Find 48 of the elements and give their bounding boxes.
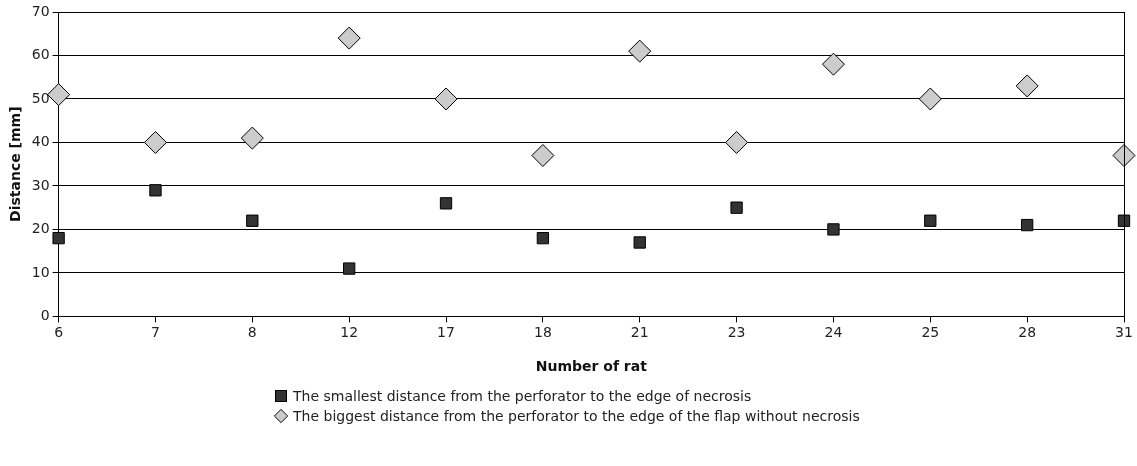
x-tick-label: 17	[437, 324, 455, 341]
point	[149, 184, 162, 197]
y-tick-label: 50	[31, 89, 50, 106]
x-tick-label: 18	[533, 324, 552, 341]
y-tick-label: 10	[31, 263, 50, 280]
y-tick-label: 60	[31, 46, 50, 63]
point	[47, 83, 71, 107]
x-tick-label: 31	[1115, 324, 1133, 341]
point	[246, 214, 259, 227]
x-tick-label: 23	[727, 324, 746, 341]
x-tick-label: 12	[340, 324, 359, 341]
point	[730, 201, 743, 214]
point	[1117, 214, 1131, 227]
x-tick-label: 6	[54, 324, 64, 341]
point	[531, 144, 555, 167]
point	[337, 26, 361, 50]
y-tick-label: 20	[31, 220, 50, 237]
point	[1015, 74, 1039, 98]
legend-label: The smallest distance from the perforator to the edge of necrosis	[293, 388, 752, 404]
point	[1020, 218, 1034, 232]
x-tick-label: 25	[921, 324, 940, 341]
x-axis-title: Number of rat	[535, 358, 648, 375]
y-axis-title: Distance [mm]	[7, 106, 24, 222]
legend-label: The biggest distance from the perforator to the edge of the flap without necrosis	[293, 408, 860, 424]
y-tick-label: 70	[31, 2, 50, 19]
x-tick-label: 7	[151, 324, 160, 341]
point	[628, 39, 652, 63]
point	[434, 87, 458, 111]
point	[1112, 144, 1136, 167]
y-tick-label: 30	[31, 176, 50, 193]
x-tick-label: 24	[824, 324, 843, 341]
point	[439, 197, 453, 210]
point	[536, 231, 550, 245]
point	[52, 231, 65, 245]
point	[827, 223, 840, 236]
point	[918, 87, 942, 111]
point	[143, 130, 167, 154]
point	[343, 262, 356, 275]
y-tick-label: 40	[31, 133, 50, 150]
y-tick-label: 0	[40, 307, 50, 324]
point	[633, 236, 646, 249]
x-tick-label: 28	[1018, 324, 1037, 341]
x-tick-label: 8	[247, 324, 257, 341]
point	[725, 130, 749, 154]
point	[240, 126, 264, 150]
point	[924, 214, 937, 227]
point	[821, 52, 845, 76]
x-tick-label: 21	[630, 324, 649, 341]
